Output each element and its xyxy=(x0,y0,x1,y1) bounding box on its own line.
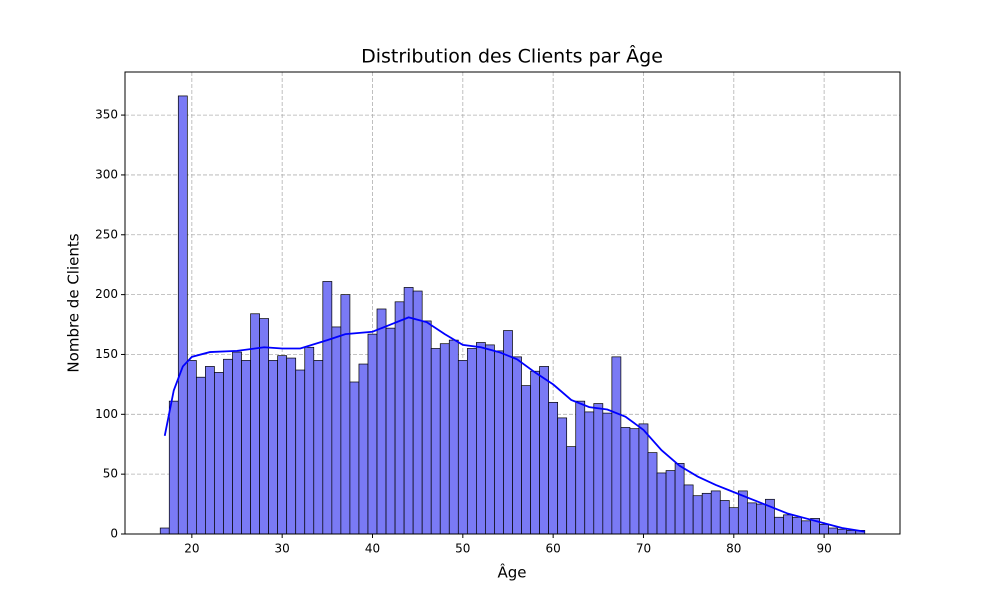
y-tick-label: 250 xyxy=(95,227,118,241)
x-tick-label: 70 xyxy=(636,542,651,556)
bar xyxy=(286,357,297,535)
bar xyxy=(412,290,423,535)
bar xyxy=(792,516,802,535)
bar xyxy=(385,327,396,535)
bar xyxy=(259,318,269,535)
x-tick-label: 40 xyxy=(365,542,380,556)
bar xyxy=(376,308,387,535)
x-tick-label: 90 xyxy=(816,542,831,556)
bar xyxy=(241,360,251,535)
bar xyxy=(494,350,504,535)
bar xyxy=(801,520,811,535)
bar xyxy=(358,363,369,535)
y-tick-label: 300 xyxy=(95,167,118,181)
bar xyxy=(313,360,324,535)
bar xyxy=(647,452,658,535)
bar xyxy=(421,320,432,535)
y-tick-label: 350 xyxy=(95,108,118,122)
bar xyxy=(503,330,513,535)
y-axis-label: Nombre de Clients xyxy=(65,233,83,372)
bar xyxy=(476,342,486,535)
bar xyxy=(485,344,495,535)
bar xyxy=(728,507,739,535)
bar xyxy=(683,484,694,535)
bar xyxy=(277,355,288,535)
bar xyxy=(340,294,351,535)
bar xyxy=(430,348,441,535)
y-tick-label: 200 xyxy=(95,287,118,301)
x-tick-label: 30 xyxy=(275,542,290,556)
bar xyxy=(205,366,215,535)
bar xyxy=(168,400,179,535)
bar xyxy=(674,463,685,535)
bar xyxy=(665,470,676,535)
bar xyxy=(466,348,477,535)
bar xyxy=(304,346,315,535)
bar xyxy=(439,343,450,535)
bar xyxy=(512,356,522,535)
bar xyxy=(403,287,414,535)
bar xyxy=(159,527,170,535)
bar xyxy=(548,401,559,535)
bar xyxy=(746,502,757,535)
bar xyxy=(250,313,260,535)
bar xyxy=(349,381,360,535)
bar xyxy=(575,400,586,535)
bar xyxy=(557,417,568,535)
bar xyxy=(295,369,306,535)
bar xyxy=(196,376,206,535)
bar xyxy=(521,385,531,535)
bar xyxy=(539,366,549,535)
x-axis-label: Âge xyxy=(497,563,526,582)
bar xyxy=(692,495,703,535)
plot-frame xyxy=(124,71,901,535)
bar xyxy=(186,360,197,535)
bar xyxy=(611,356,622,535)
bar xyxy=(584,411,595,535)
bar xyxy=(457,360,468,535)
bar xyxy=(322,281,333,535)
bar xyxy=(394,301,405,535)
bar xyxy=(710,490,721,535)
chart-title: Distribution des Clients par Âge xyxy=(361,45,663,68)
bar xyxy=(819,524,829,535)
bar xyxy=(638,423,649,535)
bar xyxy=(719,500,730,535)
bar xyxy=(331,326,342,535)
bar xyxy=(232,351,242,535)
bar xyxy=(530,370,540,535)
bar xyxy=(214,372,224,535)
bar xyxy=(566,446,577,535)
bar xyxy=(828,527,839,535)
bar xyxy=(620,427,631,535)
bar xyxy=(701,492,712,535)
bar xyxy=(837,528,848,535)
bar xyxy=(367,333,378,535)
bar xyxy=(593,403,604,535)
x-tick-label: 20 xyxy=(184,542,199,556)
bar xyxy=(756,503,766,535)
bar xyxy=(177,95,188,535)
bar xyxy=(629,428,640,535)
bar xyxy=(656,472,667,535)
x-tick-label: 80 xyxy=(726,542,741,556)
y-tick-label: 0 xyxy=(110,527,118,541)
x-tick-label: 50 xyxy=(455,542,470,556)
bar xyxy=(602,412,613,535)
y-tick-label: 50 xyxy=(103,467,118,481)
x-tick-label: 60 xyxy=(546,542,561,556)
bar xyxy=(846,530,857,535)
bar xyxy=(448,339,459,535)
y-tick-label: 100 xyxy=(95,407,118,421)
bar xyxy=(774,516,784,535)
y-tick-label: 150 xyxy=(95,347,118,361)
bar xyxy=(783,514,793,535)
bar xyxy=(223,358,233,535)
bar xyxy=(268,360,279,535)
kde-line xyxy=(163,316,865,533)
